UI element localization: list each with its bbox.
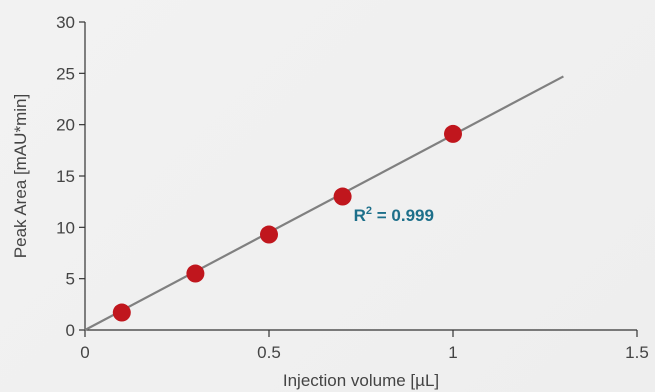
x-tick-label: 1.5 (625, 343, 649, 362)
trendline (84, 75, 564, 331)
data-points (112, 124, 462, 322)
y-tick-label: 5 (66, 270, 75, 289)
x-axis-title: Injection volume [µL] (283, 371, 439, 390)
r-squared-value: = 0.999 (372, 206, 434, 225)
data-point (260, 225, 278, 244)
y-tick-label: 25 (56, 64, 75, 83)
y-tick-label: 15 (56, 167, 75, 186)
y-tick-label: 20 (56, 116, 75, 135)
y-tick-label: 30 (56, 13, 75, 32)
y-tick-label: 10 (56, 218, 75, 237)
data-point (186, 264, 205, 283)
data-point (112, 303, 131, 322)
y-tick-label: 0 (66, 321, 75, 340)
r-squared-label: R (354, 206, 366, 225)
axis-ticks: 0 5 10 15 20 25 30 0 0.5 1 1.5 (56, 13, 649, 362)
y-axis-title: Peak Area [mAU*min] (11, 94, 30, 258)
r-squared-annotation: R2 = 0.999 (354, 205, 434, 225)
data-point (444, 124, 462, 143)
r-squared-superscript: 2 (366, 205, 372, 217)
x-tick-label: 0 (80, 343, 89, 362)
x-tick-label: 1 (448, 343, 457, 362)
data-point (333, 187, 352, 206)
x-tick-label: 0.5 (257, 343, 281, 362)
